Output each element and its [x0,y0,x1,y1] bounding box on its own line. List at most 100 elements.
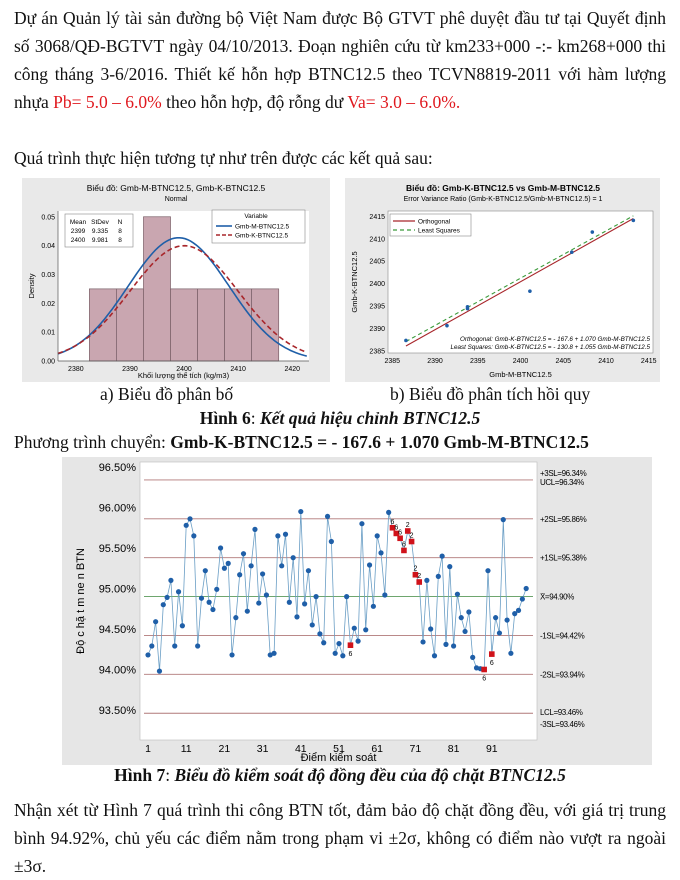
y-tick-label: 2415 [369,214,385,221]
data-point [631,218,636,223]
data-point [590,230,595,234]
violation-label: 2 [406,522,410,529]
chart-title: Biểu đồ: Gmb-M-BTNC12.5, Gmb-K-BTNC12.5 [87,183,266,193]
conversion-equation: Phương trình chuyển: Gmb-K-BTNC12.5 = - … [14,432,589,453]
y-tick-label: 95.00% [99,584,137,596]
density-curve [57,237,308,357]
equation-prefix: Phương trình chuyển: [14,432,171,452]
y-axis-label: Gmb-K-BTNC12.5 [350,251,359,312]
x-tick-label: 2390 [122,366,138,373]
data-point [309,622,315,628]
conclusion-paragraph: Nhận xét từ Hình 7 quá trình thi công BT… [14,800,666,876]
violation-label: 6 [349,651,353,658]
x-tick-label: 2400 [176,366,192,373]
equation-body: Gmb-K-BTNC12.5 = - 167.6 + 1.070 Gmb-M-B… [170,432,589,452]
data-point [305,568,312,574]
stats-value: 2400 [71,237,86,244]
x-tick-label: 1 [145,743,151,755]
intro-paragraph: Dự án Quản lý tài sản đường bộ Việt Nam … [14,4,666,116]
violation-label: 6 [398,529,402,536]
y-tick-label: 2405 [369,259,385,266]
data-point [336,640,342,647]
histogram-chart: Biểu đồ: Gmb-M-BTNC12.5, Gmb-K-BTNC12.5 N… [22,178,330,382]
control-limit-label: +2SL=95.86% [540,515,587,524]
violation-point [404,528,411,534]
violation-point [416,579,423,585]
histogram-bar [197,288,225,362]
figure-label: Hình 7 [114,765,166,785]
x-tick-label: 2390 [427,358,443,365]
data-point [221,565,227,571]
y-axis-label: Độ c hặ t m ne n BTN [75,548,87,654]
data-point [424,577,430,583]
x-tick-label: 2385 [384,358,400,365]
data-point [344,594,350,600]
data-point [302,601,308,607]
x-tick-label: 61 [371,743,383,755]
y-tick-label: 0.04 [41,243,55,250]
control-limit-label: X̄=94.90% [540,593,574,602]
x-tick-label: 51 [333,743,345,755]
histogram-bar [89,288,117,362]
data-point [164,594,170,601]
data-point [290,555,296,561]
data-point [351,625,357,631]
data-point [202,568,208,574]
x-axis-label: Điểm kiểm soát [301,752,377,764]
control-chart: +3SL=96.34% UCL=96.34% +2SL=95.86% +1SL=95.… [62,457,652,765]
data-point [214,586,220,592]
data-point [366,562,373,568]
data-point [294,614,300,620]
stats-value: 2399 [71,228,86,235]
stats-header: N [118,219,123,226]
va-range: Va= 3.0 – 6.0%. [347,92,461,112]
violation-label: 2 [410,533,414,540]
data-point [504,617,510,623]
data-point [321,640,327,646]
violation-point [489,651,495,657]
x-tick-label: 11 [181,743,192,755]
violation-label: 6 [482,676,486,683]
x-tick-label: 2420 [284,366,300,373]
violation-point [347,642,354,648]
data-point [382,592,388,598]
data-point [386,509,392,515]
separator: : [250,408,261,428]
y-tick-label: 2385 [369,348,385,355]
pb-range: Pb= 5.0 – 6.0% [53,92,162,112]
stats-value: 9.335 [92,228,109,235]
data-point [332,650,338,656]
data-point [225,560,231,566]
data-point [195,643,201,649]
density-curve [57,244,308,355]
data-point [324,513,331,520]
stats-header: StDev [91,219,109,226]
data-point [528,289,532,293]
chart-title: Biểu đồ: Gmb-K-BTNC12.5 vs Gmb-M-BTNC12.… [406,183,600,193]
data-point [500,517,506,523]
violation-point [389,524,396,531]
data-point [210,606,216,613]
data-point [279,563,285,569]
data-point [252,526,258,532]
y-tick-label: 0.00 [41,359,55,366]
violation-label: 6 [402,541,406,548]
data-point [462,628,468,635]
y-tick-label: 0.01 [41,330,55,337]
x-tick-label: 91 [486,743,498,755]
violation-point [393,530,400,537]
data-point [240,551,247,557]
data-point [298,508,304,515]
legend-label: Least Squares [418,228,461,235]
data-point [156,668,163,674]
data-point [363,627,369,633]
data-point [317,631,323,637]
data-point [466,609,472,615]
x-axis-label: Khối lượng thể tích (kg/m3) [138,371,230,380]
data-point [160,602,166,608]
violation-point [481,666,487,673]
violation-point [401,547,407,554]
intro-text-2: theo hỗn hợp, độ rỗng dư [161,92,348,112]
data-point [447,564,453,570]
data-point [435,573,441,579]
